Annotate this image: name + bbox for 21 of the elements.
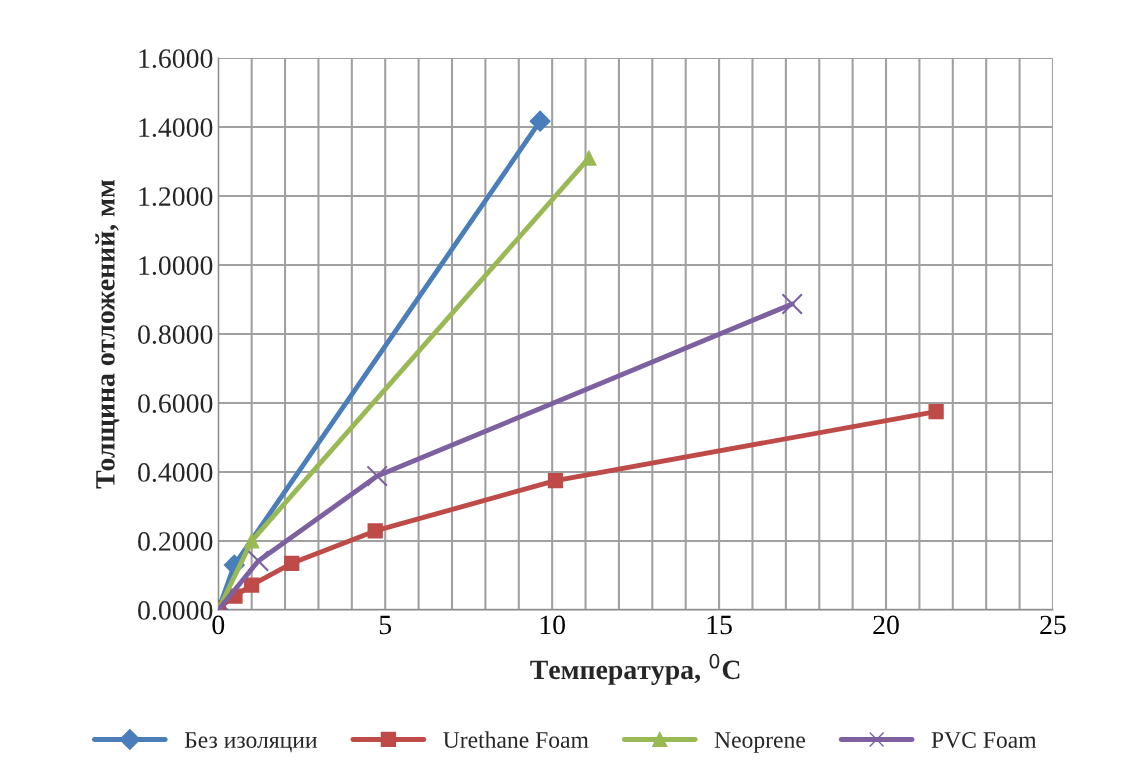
legend-label: Neoprene xyxy=(714,732,805,753)
x-tick-label: 20 xyxy=(873,615,899,635)
y-axis-title: Толщина отложений, мм xyxy=(95,179,120,489)
y-tick-label: 0.2000 xyxy=(138,532,213,551)
y-tick-label: 1.4000 xyxy=(139,118,213,138)
legend-label: Без изоляции xyxy=(184,732,317,753)
y-tick-label: 1.6000 xyxy=(139,49,213,69)
x-tick-label: 0 xyxy=(212,615,225,635)
x-tick-label: 5 xyxy=(379,615,392,635)
x-tick-label: 10 xyxy=(540,615,565,635)
x-tick-label: 25 xyxy=(1040,615,1066,635)
y-tick-label: 1.2000 xyxy=(139,187,213,207)
legend-label: Urethane Foam xyxy=(443,731,589,748)
legend-label: PVC Foam xyxy=(931,732,1037,749)
y-tick-label: 1.0000 xyxy=(139,256,213,276)
y-tick-label: 0.6000 xyxy=(138,394,213,413)
x-tick-label: 15 xyxy=(707,615,732,635)
x-axis-title: Температура, $^{0}$C xyxy=(530,653,740,685)
y-tick-label: 0.0000 xyxy=(138,601,213,620)
y-tick-label: 0.4000 xyxy=(138,463,213,482)
y-tick-label: 0.8000 xyxy=(138,325,213,345)
